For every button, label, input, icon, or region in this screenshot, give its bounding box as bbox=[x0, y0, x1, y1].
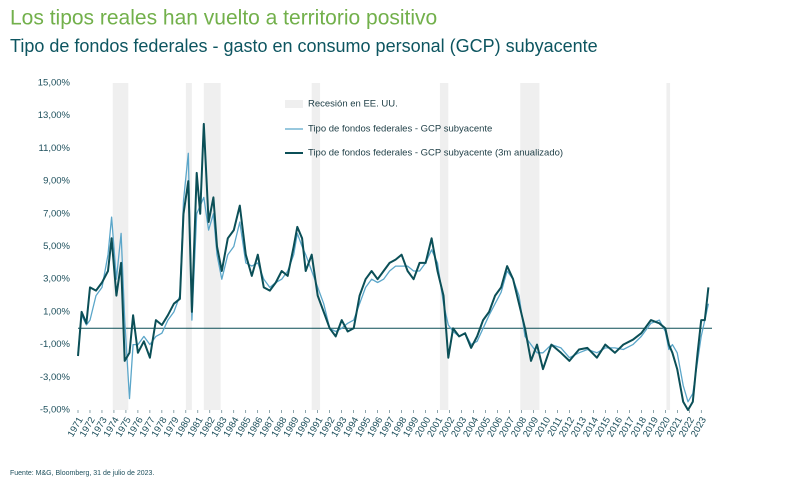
chart-subtitle: Tipo de fondos federales - gasto en cons… bbox=[10, 36, 598, 56]
y-tick-label: 3,00% bbox=[43, 274, 70, 285]
recession-band bbox=[666, 83, 671, 410]
y-tick-label: 9,00% bbox=[43, 176, 70, 187]
source-note: Fuente: M&G, Bloomberg, 31 de julio de 2… bbox=[10, 470, 154, 477]
y-tick-label: -3,00% bbox=[40, 372, 71, 383]
legend-label: Recesión en EE. UU. bbox=[308, 99, 398, 110]
series-line bbox=[77, 152, 710, 403]
y-tick-label: 1,00% bbox=[43, 306, 70, 317]
series-line bbox=[77, 122, 710, 411]
recession-band bbox=[112, 83, 129, 410]
chart-title: Los tipos reales han vuelto a territorio… bbox=[10, 7, 437, 30]
recession-band bbox=[311, 83, 321, 410]
legend-label: Tipo de fondos federales - GCP subyacent… bbox=[308, 124, 492, 135]
recession-band bbox=[520, 83, 540, 410]
y-tick-label: -5,00% bbox=[40, 405, 71, 416]
recession-band bbox=[185, 83, 192, 410]
legend-swatch bbox=[285, 100, 303, 108]
y-tick-label: 13,00% bbox=[38, 110, 71, 121]
y-tick-label: 15,00% bbox=[38, 78, 71, 89]
recession-band bbox=[203, 83, 221, 410]
y-tick-label: 11,00% bbox=[38, 143, 70, 154]
recession-band bbox=[439, 83, 449, 410]
legend-label: Tipo de fondos federales - GCP subyacent… bbox=[308, 148, 563, 159]
y-tick-label: 5,00% bbox=[43, 241, 70, 252]
y-tick-label: -1,00% bbox=[40, 339, 71, 350]
y-tick-label: 7,00% bbox=[43, 208, 70, 219]
